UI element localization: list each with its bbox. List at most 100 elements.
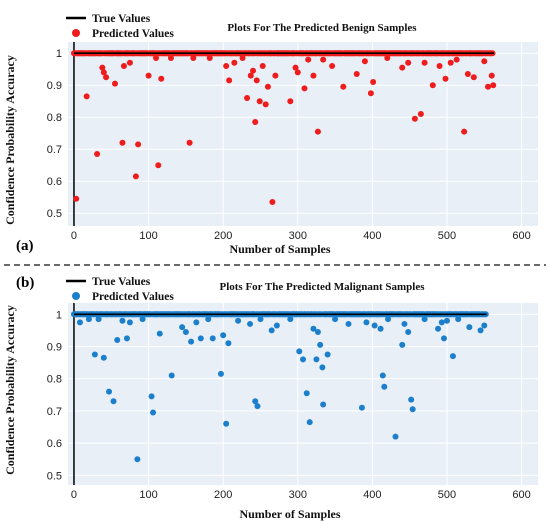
scatter-points-benign <box>70 50 497 205</box>
data-point-malignant <box>225 340 232 347</box>
chart-title-benign: Plots For The Predicted Benign Samples <box>227 22 417 34</box>
data-point-malignant <box>287 316 294 323</box>
data-point-benign <box>305 56 312 63</box>
data-point-benign <box>153 55 160 61</box>
x-tick-label-malignant: 400 <box>363 489 381 501</box>
data-point-benign <box>252 119 259 125</box>
data-point-benign <box>292 64 299 71</box>
data-point-malignant <box>205 316 212 323</box>
x-tick-label-malignant: 200 <box>214 489 232 501</box>
data-point-benign <box>256 98 263 105</box>
y-axis-label-malignant: Confidence Probability Accuracy <box>3 305 17 475</box>
data-point-benign <box>485 83 492 90</box>
data-point-benign <box>155 162 162 169</box>
y-axis-label-benign: Confidence Probability Accuracy <box>3 55 17 225</box>
data-point-benign <box>83 93 90 100</box>
data-point-benign <box>158 75 165 82</box>
legend-pred-marker-malignant <box>72 292 80 300</box>
data-point-benign <box>436 63 443 69</box>
data-point-malignant <box>252 398 259 405</box>
data-point-malignant <box>455 316 462 323</box>
data-point-benign <box>226 77 233 84</box>
data-point-benign <box>488 72 495 79</box>
y-tick-label-benign: 0.5 <box>47 208 62 220</box>
data-point-malignant <box>223 420 230 427</box>
data-point-benign <box>112 80 118 87</box>
data-point-benign <box>231 59 238 66</box>
data-point-benign <box>73 195 80 202</box>
data-point-benign <box>340 83 347 90</box>
data-point-benign <box>294 69 301 76</box>
data-point-malignant <box>76 319 83 326</box>
data-point-benign <box>262 101 269 108</box>
data-point-malignant <box>300 356 306 363</box>
data-point-malignant <box>399 341 406 348</box>
y-tick-label-malignant: 0.5 <box>47 470 62 482</box>
data-point-benign <box>399 64 406 71</box>
x-axis-label-malignant: Number of Samples <box>239 507 340 521</box>
data-point-malignant <box>247 320 254 327</box>
data-point-malignant <box>193 319 200 326</box>
data-point-malignant <box>435 325 442 332</box>
ticks-benign: 0 100 200 300 400 500 600 0.5 0.6 0.7 0.8 0.9 1 <box>47 48 531 242</box>
data-point-malignant <box>392 433 399 440</box>
data-point-benign <box>272 72 279 79</box>
data-point-malignant <box>257 316 264 323</box>
legend-pred-label-malignant: Predicted Values <box>92 291 174 303</box>
data-point-malignant <box>91 351 98 358</box>
data-point-malignant <box>319 364 326 371</box>
data-point-malignant <box>466 324 473 331</box>
data-point-benign <box>206 55 213 61</box>
data-point-benign <box>370 79 377 85</box>
data-point-malignant <box>150 409 157 416</box>
data-point-benign <box>421 59 428 66</box>
data-point-benign <box>329 63 336 69</box>
x-tick-label-malignant: 500 <box>438 489 456 501</box>
x-tick-label-malignant: 0 <box>71 489 77 501</box>
data-point-malignant <box>119 317 126 324</box>
data-point-malignant <box>217 370 224 377</box>
data-point-benign <box>361 58 368 65</box>
x-axis-label-benign: Number of Samples <box>229 242 330 256</box>
data-point-malignant <box>268 327 275 334</box>
ticks-malignant: 0 100 200 300 400 500 600 0.5 0.6 0.7 0.8 0.9 1 <box>47 309 531 501</box>
data-point-malignant <box>296 348 303 355</box>
y-tick-label-malignant: 1 <box>56 309 62 321</box>
x-tick-label-malignant: 300 <box>289 489 307 501</box>
data-point-malignant <box>358 404 365 411</box>
data-point-benign <box>481 58 488 65</box>
data-point-benign <box>264 83 271 90</box>
y-tick-label-malignant: 0.7 <box>47 406 62 418</box>
data-point-benign <box>119 139 126 146</box>
data-point-malignant <box>303 390 310 397</box>
y-tick-label-malignant: 0.6 <box>47 438 62 450</box>
y-tick-label-benign: 1 <box>56 48 62 60</box>
data-point-benign <box>301 85 308 92</box>
data-point-benign <box>314 128 321 135</box>
legend-true-label-malignant: True Values <box>92 276 151 288</box>
x-tick-label-benign: 600 <box>512 230 530 242</box>
data-point-malignant <box>438 319 445 326</box>
data-point-malignant <box>409 406 416 413</box>
data-point-benign <box>490 82 497 89</box>
data-point-benign <box>253 77 260 84</box>
data-point-benign <box>453 56 460 63</box>
data-point-benign <box>429 82 436 89</box>
plot-area-benign <box>68 42 538 226</box>
data-point-malignant <box>377 325 384 332</box>
data-point-malignant <box>310 325 317 332</box>
legend-pred-marker-benign <box>72 29 80 37</box>
data-point-malignant <box>100 354 107 361</box>
x-tick-label-benign: 400 <box>363 230 381 242</box>
data-point-malignant <box>179 324 186 331</box>
data-point-benign <box>442 75 449 82</box>
data-point-benign <box>145 72 152 79</box>
y-tick-label-malignant: 0.8 <box>47 374 62 386</box>
data-point-malignant <box>156 330 163 337</box>
data-point-malignant <box>134 456 141 463</box>
data-point-benign <box>135 141 142 148</box>
data-point-benign <box>132 173 139 180</box>
data-point-malignant <box>405 328 412 335</box>
data-point-malignant <box>443 317 450 324</box>
